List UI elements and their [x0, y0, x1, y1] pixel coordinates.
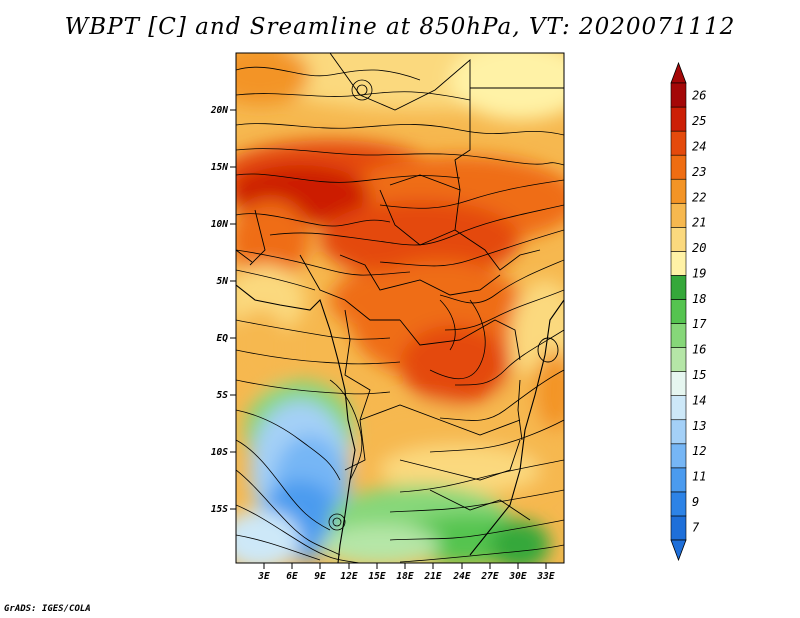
- lat-tick-label: 15S: [211, 504, 228, 515]
- lat-tick-label: 15N: [211, 162, 228, 173]
- lat-axis: 20N 15N 10N 5N EQ 5S 10S 15S: [210, 105, 236, 515]
- map-frame: [235, 52, 565, 564]
- colorbar-label: 9: [692, 495, 699, 509]
- colorbar-arrow-top: [670, 61, 687, 84]
- lon-tick-label: 33E: [536, 571, 554, 582]
- colorbar-label: 7: [692, 520, 700, 534]
- colorbar-label: 23: [692, 165, 706, 179]
- lat-tick-label: 5S: [217, 390, 229, 401]
- lon-tick-label: 12E: [340, 571, 357, 582]
- wbpt-field: [236, 53, 564, 563]
- lon-tick-label: 3E: [257, 571, 270, 582]
- lat-tick-label: 10S: [211, 447, 228, 458]
- colorbar-label: 11: [692, 470, 706, 484]
- colorbar-label: 18: [692, 292, 706, 306]
- colorbar-swatch: [670, 347, 687, 372]
- colorbar-swatch: [670, 227, 687, 252]
- lon-tick-label: 21E: [423, 571, 441, 582]
- coastline: [236, 284, 356, 563]
- colorbar-label: 13: [692, 419, 706, 433]
- colorbar-label: 19: [692, 266, 706, 280]
- lat-tick-label: 10N: [211, 219, 228, 230]
- colorbar-label: 22: [692, 190, 706, 204]
- colorbar-swatch: [670, 178, 687, 204]
- colorbar-swatch: [670, 299, 687, 324]
- colorbar-label: 21: [692, 216, 706, 230]
- country-borders: [236, 53, 564, 521]
- colorbar-arrow-bottom: [670, 539, 687, 562]
- lake: [517, 379, 523, 441]
- lon-tick-label: 15E: [368, 571, 385, 582]
- colorbar-label: 26: [692, 89, 706, 103]
- colorbar-swatch: [670, 443, 687, 469]
- colorbar-swatch: [670, 202, 687, 228]
- colorbar-swatch: [670, 395, 687, 421]
- lon-tick-label: 30E: [508, 571, 526, 582]
- lat-tick-label: 20N: [210, 105, 228, 116]
- lake: [537, 337, 559, 363]
- lat-tick-label: EQ: [217, 333, 229, 344]
- colorbar-swatch: [670, 467, 687, 493]
- chart-title: WBPT [C] and Sreamline at 850hPa, VT: 20…: [64, 14, 736, 40]
- colorbar-swatch: [670, 82, 687, 108]
- colorbar-label: 17: [692, 317, 707, 331]
- colorbar-label: 14: [692, 393, 706, 407]
- colorbar-label: 25: [692, 114, 706, 128]
- lon-axis: 3E 6E 9E 12E 15E 18E 21E 24E 27E 30E 33E: [257, 563, 555, 582]
- streamlines: [236, 66, 564, 563]
- colorbar-swatch: [670, 323, 687, 348]
- colorbar: 7 9 11 12 13 14 15 16 17 18 19 20 21 22 23 24 25 26: [670, 61, 707, 562]
- colorbar-swatch: [670, 419, 687, 445]
- colorbar-swatch: [670, 515, 687, 541]
- coastline-east: [469, 299, 564, 556]
- lon-tick-label: 6E: [286, 571, 298, 582]
- colorbar-swatch: [670, 106, 687, 132]
- colorbar-label: 16: [692, 343, 706, 357]
- lon-tick-label: 9E: [314, 571, 326, 582]
- lon-tick-label: 24E: [452, 571, 470, 582]
- colorbar-label: 12: [692, 444, 706, 458]
- colorbar-swatch: [670, 275, 687, 300]
- colorbar-swatch: [670, 251, 687, 276]
- credit-text: GrADS: IGES/COLA: [4, 604, 91, 614]
- colorbar-label: 15: [692, 368, 706, 382]
- colorbar-swatch: [670, 130, 687, 156]
- colorbar-swatch: [670, 491, 687, 517]
- lon-tick-label: 27E: [480, 571, 498, 582]
- lat-tick-label: 5N: [217, 276, 229, 287]
- colorbar-swatch: [670, 371, 687, 396]
- colorbar-label: 24: [692, 139, 706, 153]
- colorbar-label: 20: [692, 241, 706, 255]
- lon-tick-label: 18E: [396, 571, 413, 582]
- colorbar-swatch: [670, 154, 687, 180]
